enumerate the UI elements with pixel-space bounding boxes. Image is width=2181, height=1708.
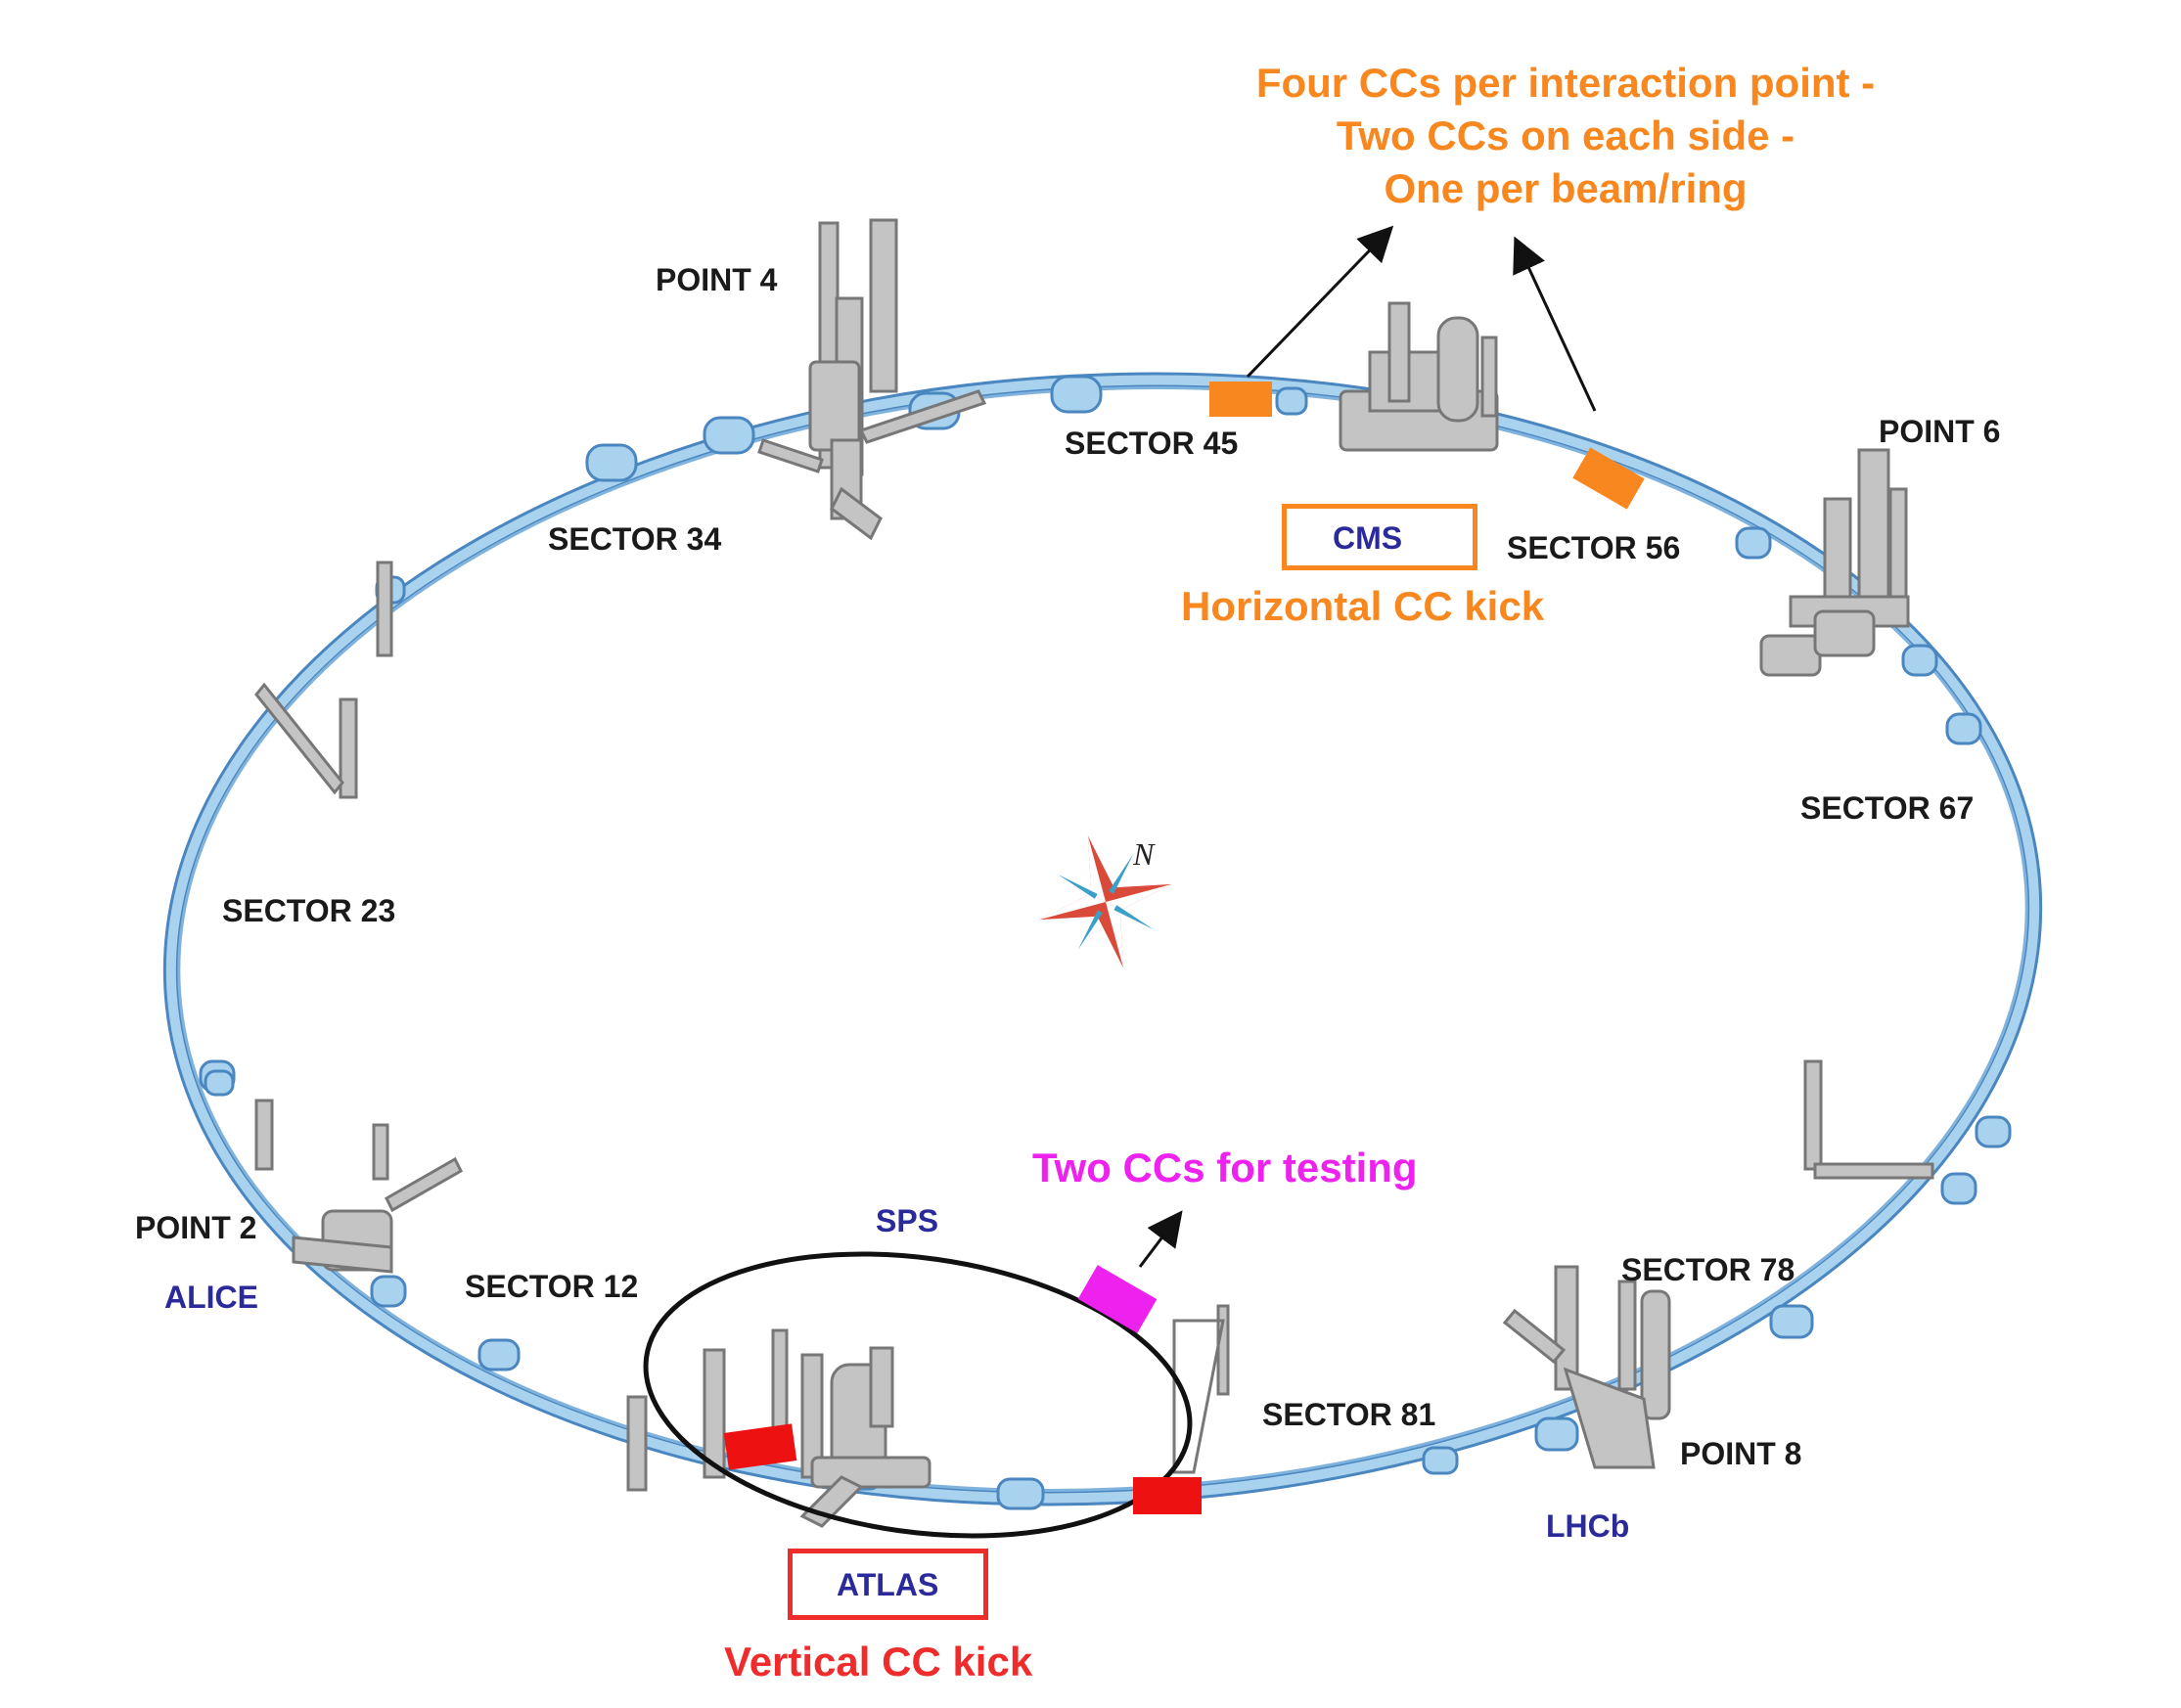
lhcb-label: LHCb [1546, 1508, 1630, 1544]
surface-structures [254, 218, 1934, 1528]
compass-rose [1039, 835, 1172, 968]
arrow-to-four-ccs-left [1246, 225, 1394, 379]
point-8-label: POINT 8 [1680, 1436, 1802, 1471]
cms-label: CMS [1333, 520, 1403, 556]
horizontal-kick-label: Horizontal CC kick [1181, 583, 1545, 629]
two-ccs-testing-label: Two CCs for testing [1032, 1145, 1418, 1191]
alice-label: ALICE [164, 1280, 258, 1315]
sector-67-label: SECTOR 67 [1800, 790, 1975, 826]
sps-ring [643, 1251, 1193, 1539]
four-ccs-note: Four CCs per interaction point - Two CCs… [1174, 57, 1957, 215]
point-2-label: POINT 2 [135, 1210, 257, 1245]
four-ccs-line-1: Four CCs per interaction point - [1255, 60, 1876, 106]
atlas-box [788, 1549, 988, 1620]
four-ccs-line-3: One per beam/ring [1384, 165, 1748, 211]
cc-marker-red-right [1133, 1477, 1202, 1514]
sector-23-label: SECTOR 23 [222, 893, 396, 928]
sector-81-label: SECTOR 81 [1262, 1397, 1436, 1432]
sector-56-label: SECTOR 56 [1507, 530, 1681, 565]
four-ccs-line-2: Two CCs on each side - [1336, 112, 1795, 158]
point-4-label: POINT 4 [656, 262, 778, 297]
vertical-kick-label: Vertical CC kick [724, 1639, 1033, 1685]
arrow-to-four-ccs-right [1513, 236, 1597, 412]
cms-box [1282, 504, 1477, 570]
cc-marker-red-left [723, 1423, 797, 1470]
lhc-beam-pipe [162, 372, 2043, 1506]
cc-marker-orange-sector56 [1572, 447, 1645, 510]
arrow-to-two-ccs-testing [1138, 1210, 1183, 1268]
cc-marker-orange-sector45 [1209, 382, 1272, 417]
sector-12-label: SECTOR 12 [465, 1269, 639, 1304]
point-6-label: POINT 6 [1879, 414, 2001, 449]
sector-45-label: SECTOR 45 [1065, 426, 1239, 461]
sector-34-label: SECTOR 34 [548, 521, 722, 557]
atlas-label: ATLAS [837, 1567, 939, 1602]
sector-78-label: SECTOR 78 [1621, 1252, 1795, 1287]
compass-north-label: N [1133, 836, 1155, 872]
sps-label: SPS [876, 1203, 939, 1238]
cc-marker-magenta [1077, 1265, 1158, 1333]
